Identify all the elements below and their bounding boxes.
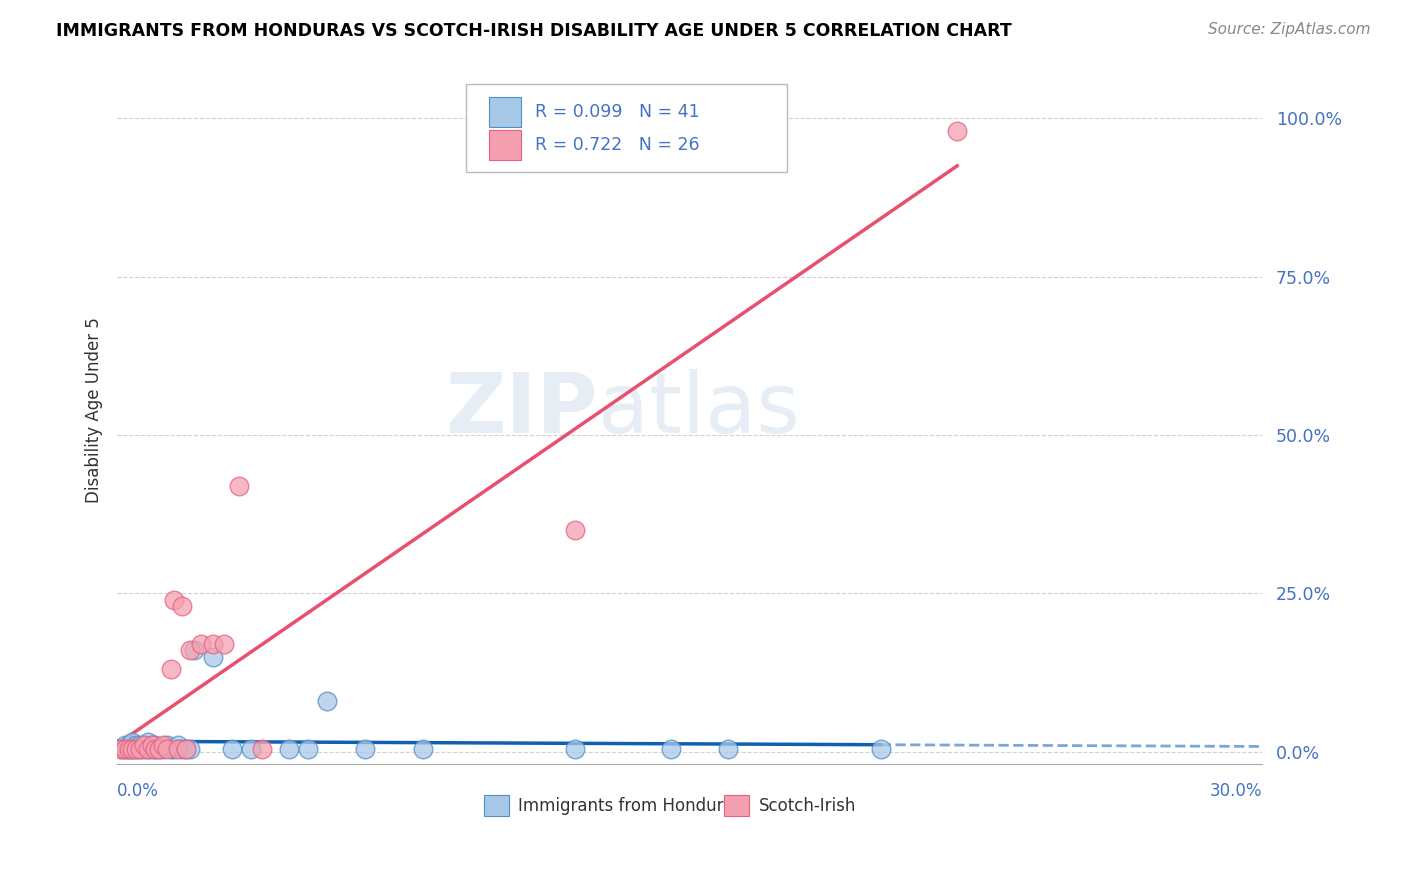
- Point: [179, 741, 201, 756]
- Point: [117, 741, 139, 756]
- Point: [129, 739, 152, 753]
- Point: [183, 643, 205, 657]
- Point: [201, 649, 224, 664]
- Point: [125, 741, 148, 756]
- Point: [148, 741, 170, 756]
- Text: ZIP: ZIP: [446, 369, 598, 450]
- Point: [148, 741, 170, 756]
- Point: [659, 741, 682, 756]
- Point: [132, 739, 155, 753]
- Point: [145, 741, 167, 756]
- Point: [110, 741, 132, 756]
- FancyBboxPatch shape: [489, 130, 522, 160]
- Y-axis label: Disability Age Under 5: Disability Age Under 5: [86, 317, 103, 503]
- Point: [152, 741, 174, 756]
- Point: [141, 739, 163, 753]
- Point: [141, 741, 163, 756]
- Point: [145, 741, 167, 756]
- Point: [136, 741, 159, 756]
- Point: [278, 741, 301, 756]
- Point: [132, 741, 155, 756]
- Point: [212, 637, 235, 651]
- Point: [167, 739, 190, 753]
- Point: [117, 739, 139, 753]
- Point: [121, 741, 143, 756]
- FancyBboxPatch shape: [484, 795, 509, 816]
- Point: [136, 735, 159, 749]
- Point: [179, 643, 201, 657]
- Point: [174, 741, 197, 756]
- Point: [114, 739, 136, 753]
- Text: 0.0%: 0.0%: [117, 782, 159, 800]
- Point: [167, 741, 190, 756]
- Point: [136, 741, 159, 756]
- Point: [228, 479, 250, 493]
- FancyBboxPatch shape: [724, 795, 749, 816]
- Point: [145, 739, 167, 753]
- Point: [129, 741, 152, 756]
- Text: Source: ZipAtlas.com: Source: ZipAtlas.com: [1208, 22, 1371, 37]
- Point: [125, 741, 148, 756]
- Point: [412, 741, 434, 756]
- Text: R = 0.722   N = 26: R = 0.722 N = 26: [536, 136, 700, 154]
- Point: [114, 741, 136, 756]
- Point: [156, 739, 179, 753]
- Point: [190, 637, 212, 651]
- Point: [354, 741, 377, 756]
- Point: [114, 741, 136, 756]
- Point: [110, 741, 132, 756]
- Point: [159, 662, 181, 676]
- Point: [946, 124, 969, 138]
- Text: atlas: atlas: [598, 369, 800, 450]
- Point: [117, 741, 139, 756]
- Point: [174, 741, 197, 756]
- Point: [564, 741, 586, 756]
- Point: [152, 739, 174, 753]
- Point: [156, 741, 179, 756]
- Point: [564, 523, 586, 537]
- Text: R = 0.099   N = 41: R = 0.099 N = 41: [536, 103, 700, 121]
- Point: [201, 637, 224, 651]
- FancyBboxPatch shape: [467, 84, 787, 172]
- Point: [239, 741, 262, 756]
- Point: [163, 741, 186, 756]
- Point: [121, 735, 143, 749]
- Point: [172, 741, 194, 756]
- Point: [717, 741, 740, 756]
- Point: [316, 694, 339, 708]
- Point: [297, 741, 319, 756]
- Point: [221, 741, 243, 756]
- Point: [172, 599, 194, 613]
- Text: 30.0%: 30.0%: [1211, 782, 1263, 800]
- Point: [121, 741, 143, 756]
- Point: [252, 741, 274, 756]
- Point: [163, 592, 186, 607]
- Text: IMMIGRANTS FROM HONDURAS VS SCOTCH-IRISH DISABILITY AGE UNDER 5 CORRELATION CHAR: IMMIGRANTS FROM HONDURAS VS SCOTCH-IRISH…: [56, 22, 1012, 40]
- Text: Immigrants from Honduras: Immigrants from Honduras: [517, 797, 742, 814]
- Point: [159, 741, 181, 756]
- FancyBboxPatch shape: [489, 97, 522, 127]
- Point: [125, 739, 148, 753]
- Point: [869, 741, 891, 756]
- Point: [132, 739, 155, 753]
- Point: [129, 741, 152, 756]
- Text: Scotch-Irish: Scotch-Irish: [759, 797, 856, 814]
- Point: [141, 739, 163, 753]
